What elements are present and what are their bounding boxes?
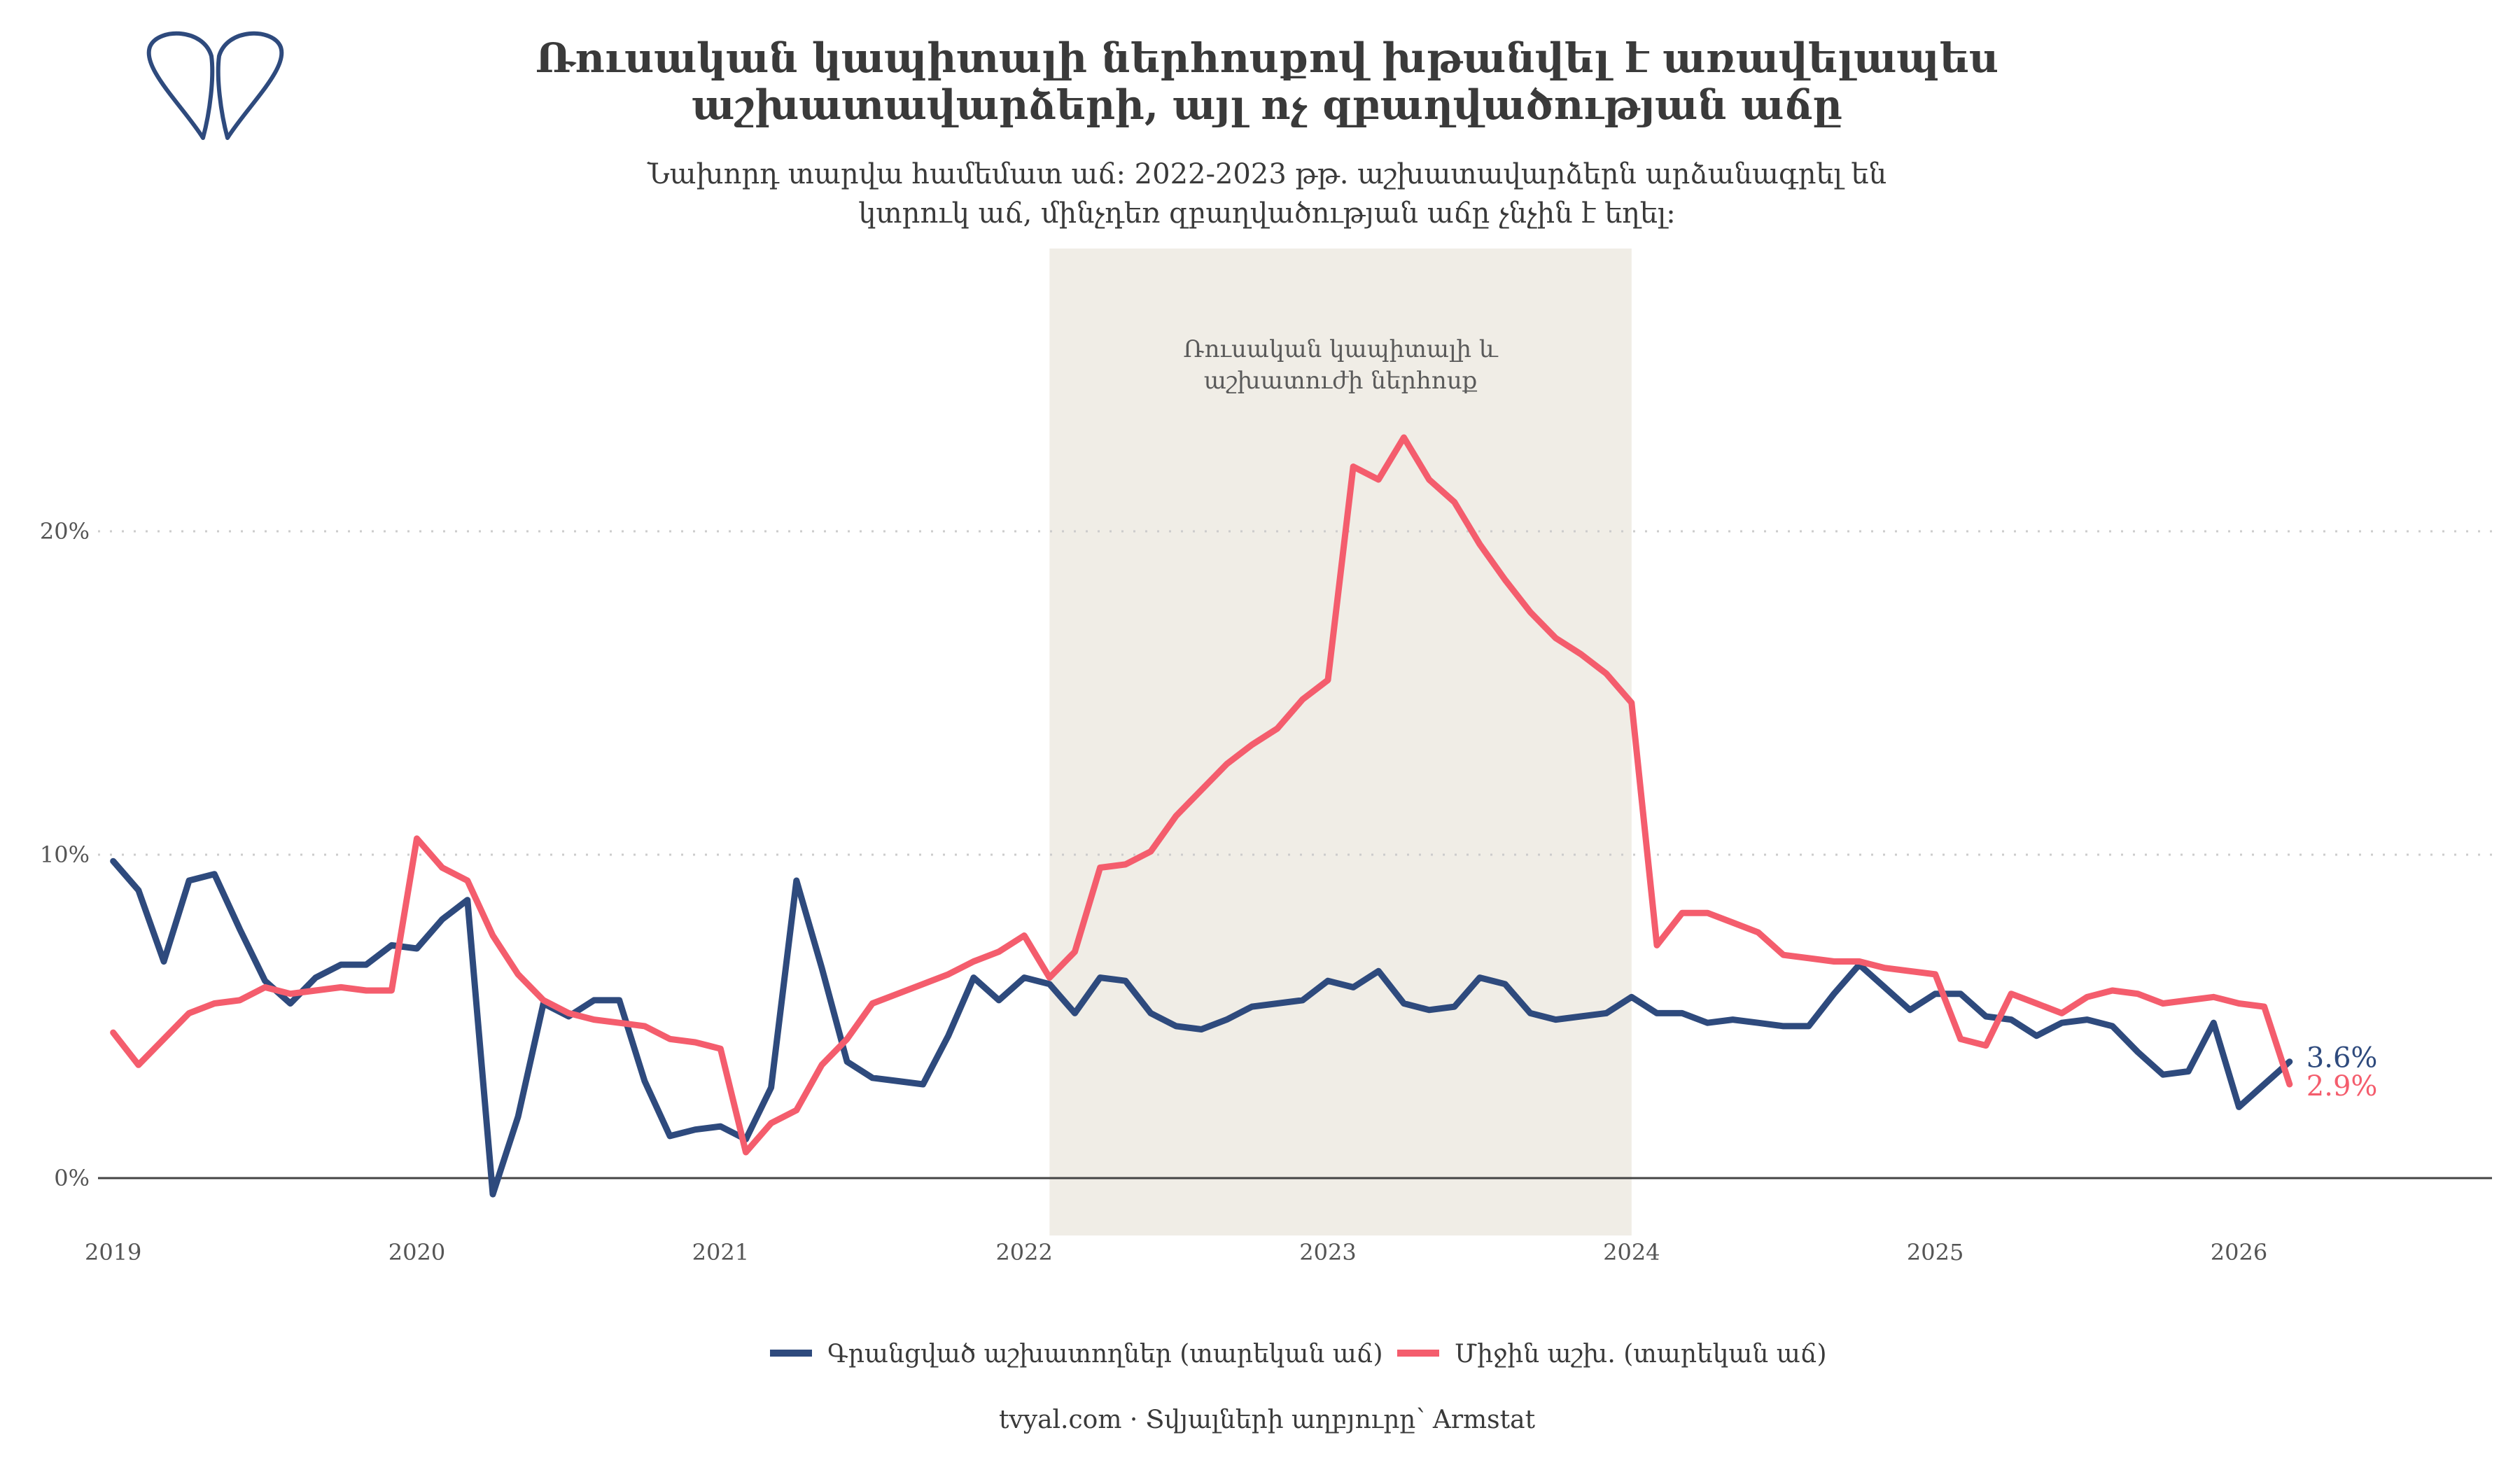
legend-label-average-wage: Միջին աշխ. (տարեկան աճ) [1455, 1340, 1827, 1368]
chart-title-line-1: Ռուսական կապիտալի ներհոսքով խթանվել է առ… [536, 34, 1998, 82]
legend-label-registered-employees: Գրանցված աշխատողներ (տարեկան աճ) [827, 1340, 1383, 1368]
x-tick-label: 2026 [2211, 1239, 2267, 1266]
shaded-period-label-line-2: աշխատուժի ներհոսք [1204, 367, 1478, 395]
end-label-average-wage: 2.9% [2306, 1070, 2378, 1102]
legend: Գրանցված աշխատողներ (տարեկան աճ) Միջին ա… [770, 1340, 1827, 1368]
y-tick-label: 0% [54, 1165, 90, 1191]
shaded-period-label-line-1: Ռուսական կապիտալի և [1183, 335, 1499, 363]
x-tick-label: 2022 [995, 1239, 1052, 1266]
x-tick-label: 2020 [388, 1239, 445, 1266]
chart-subtitle-line-1: Նախորդ տարվա համեմատ աճ: 2022-2023 թթ. ա… [647, 158, 1886, 190]
chart-title-line-2: աշխատավարձերի, այլ ոչ զբաղվածության աճը [692, 81, 1842, 129]
x-tick-label: 2019 [85, 1239, 141, 1266]
end-label-registered-employees: 3.6% [2306, 1042, 2378, 1074]
x-tick-label: 2023 [1299, 1239, 1356, 1266]
tvyal-logo-icon [146, 31, 284, 140]
source-caption: tvyal.com · Տվյալների աղբյուրը՝ Armstat [999, 1406, 1536, 1434]
x-tick-label: 2025 [1907, 1239, 1963, 1266]
series-line-registered-employees [110, 858, 2293, 1198]
x-tick-label: 2021 [692, 1239, 749, 1266]
y-tick-label: 20% [40, 518, 90, 545]
x-tick-label: 2024 [1603, 1239, 1660, 1266]
shaded-period [1049, 248, 1632, 1236]
y-tick-label: 10% [40, 841, 90, 868]
series-line-average-wage [110, 434, 2293, 1156]
chart-subtitle-line-2: կտրուկ աճ, մինչդեռ զբաղվածության աճը չնչ… [858, 197, 1675, 230]
